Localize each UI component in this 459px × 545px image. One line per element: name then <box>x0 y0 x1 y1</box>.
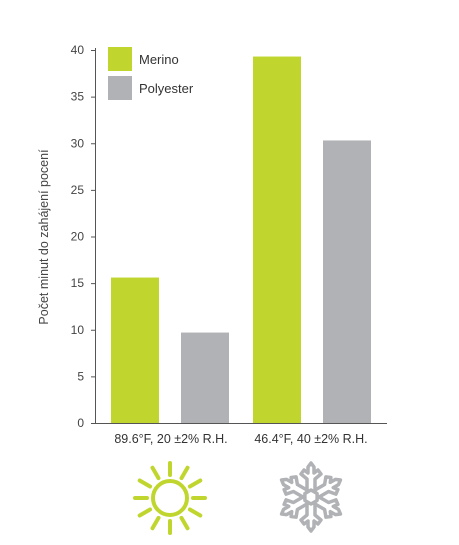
legend-label-polyester: Polyester <box>139 81 194 96</box>
legend-label-merino: Merino <box>139 52 179 67</box>
legend-swatch-polyester <box>108 76 132 100</box>
category-label: 46.4°F, 40 ±2% R.H. <box>254 432 367 446</box>
y-tick-label: 0 <box>77 416 84 430</box>
y-tick-label: 35 <box>71 90 85 104</box>
y-ticks: 0 5 10 15 20 25 30 35 40 <box>71 43 96 430</box>
legend-swatch-merino <box>108 47 132 71</box>
y-tick-label: 15 <box>71 276 85 290</box>
snowflake-icon <box>279 461 343 533</box>
y-tick-label: 10 <box>71 323 85 337</box>
y-axis-title: Počet minut do zahájení pocení <box>37 149 51 325</box>
y-tick-label: 5 <box>77 369 84 383</box>
y-tick-label: 25 <box>71 183 85 197</box>
y-tick-label: 30 <box>71 136 85 150</box>
bars <box>111 56 371 424</box>
y-tick-label: 20 <box>71 230 85 244</box>
bar-polyester-1 <box>181 332 229 423</box>
category-labels: 89.6°F, 20 ±2% R.H. 46.4°F, 40 ±2% R.H. <box>114 432 367 446</box>
category-label: 89.6°F, 20 ±2% R.H. <box>114 432 227 446</box>
legend: Merino Polyester <box>108 47 194 100</box>
axes <box>95 48 387 424</box>
bar-merino-2 <box>253 56 301 424</box>
y-tick-label: 40 <box>71 43 85 57</box>
bar-merino-1 <box>111 277 159 423</box>
sun-icon <box>133 461 207 535</box>
bar-polyester-2 <box>323 140 371 423</box>
